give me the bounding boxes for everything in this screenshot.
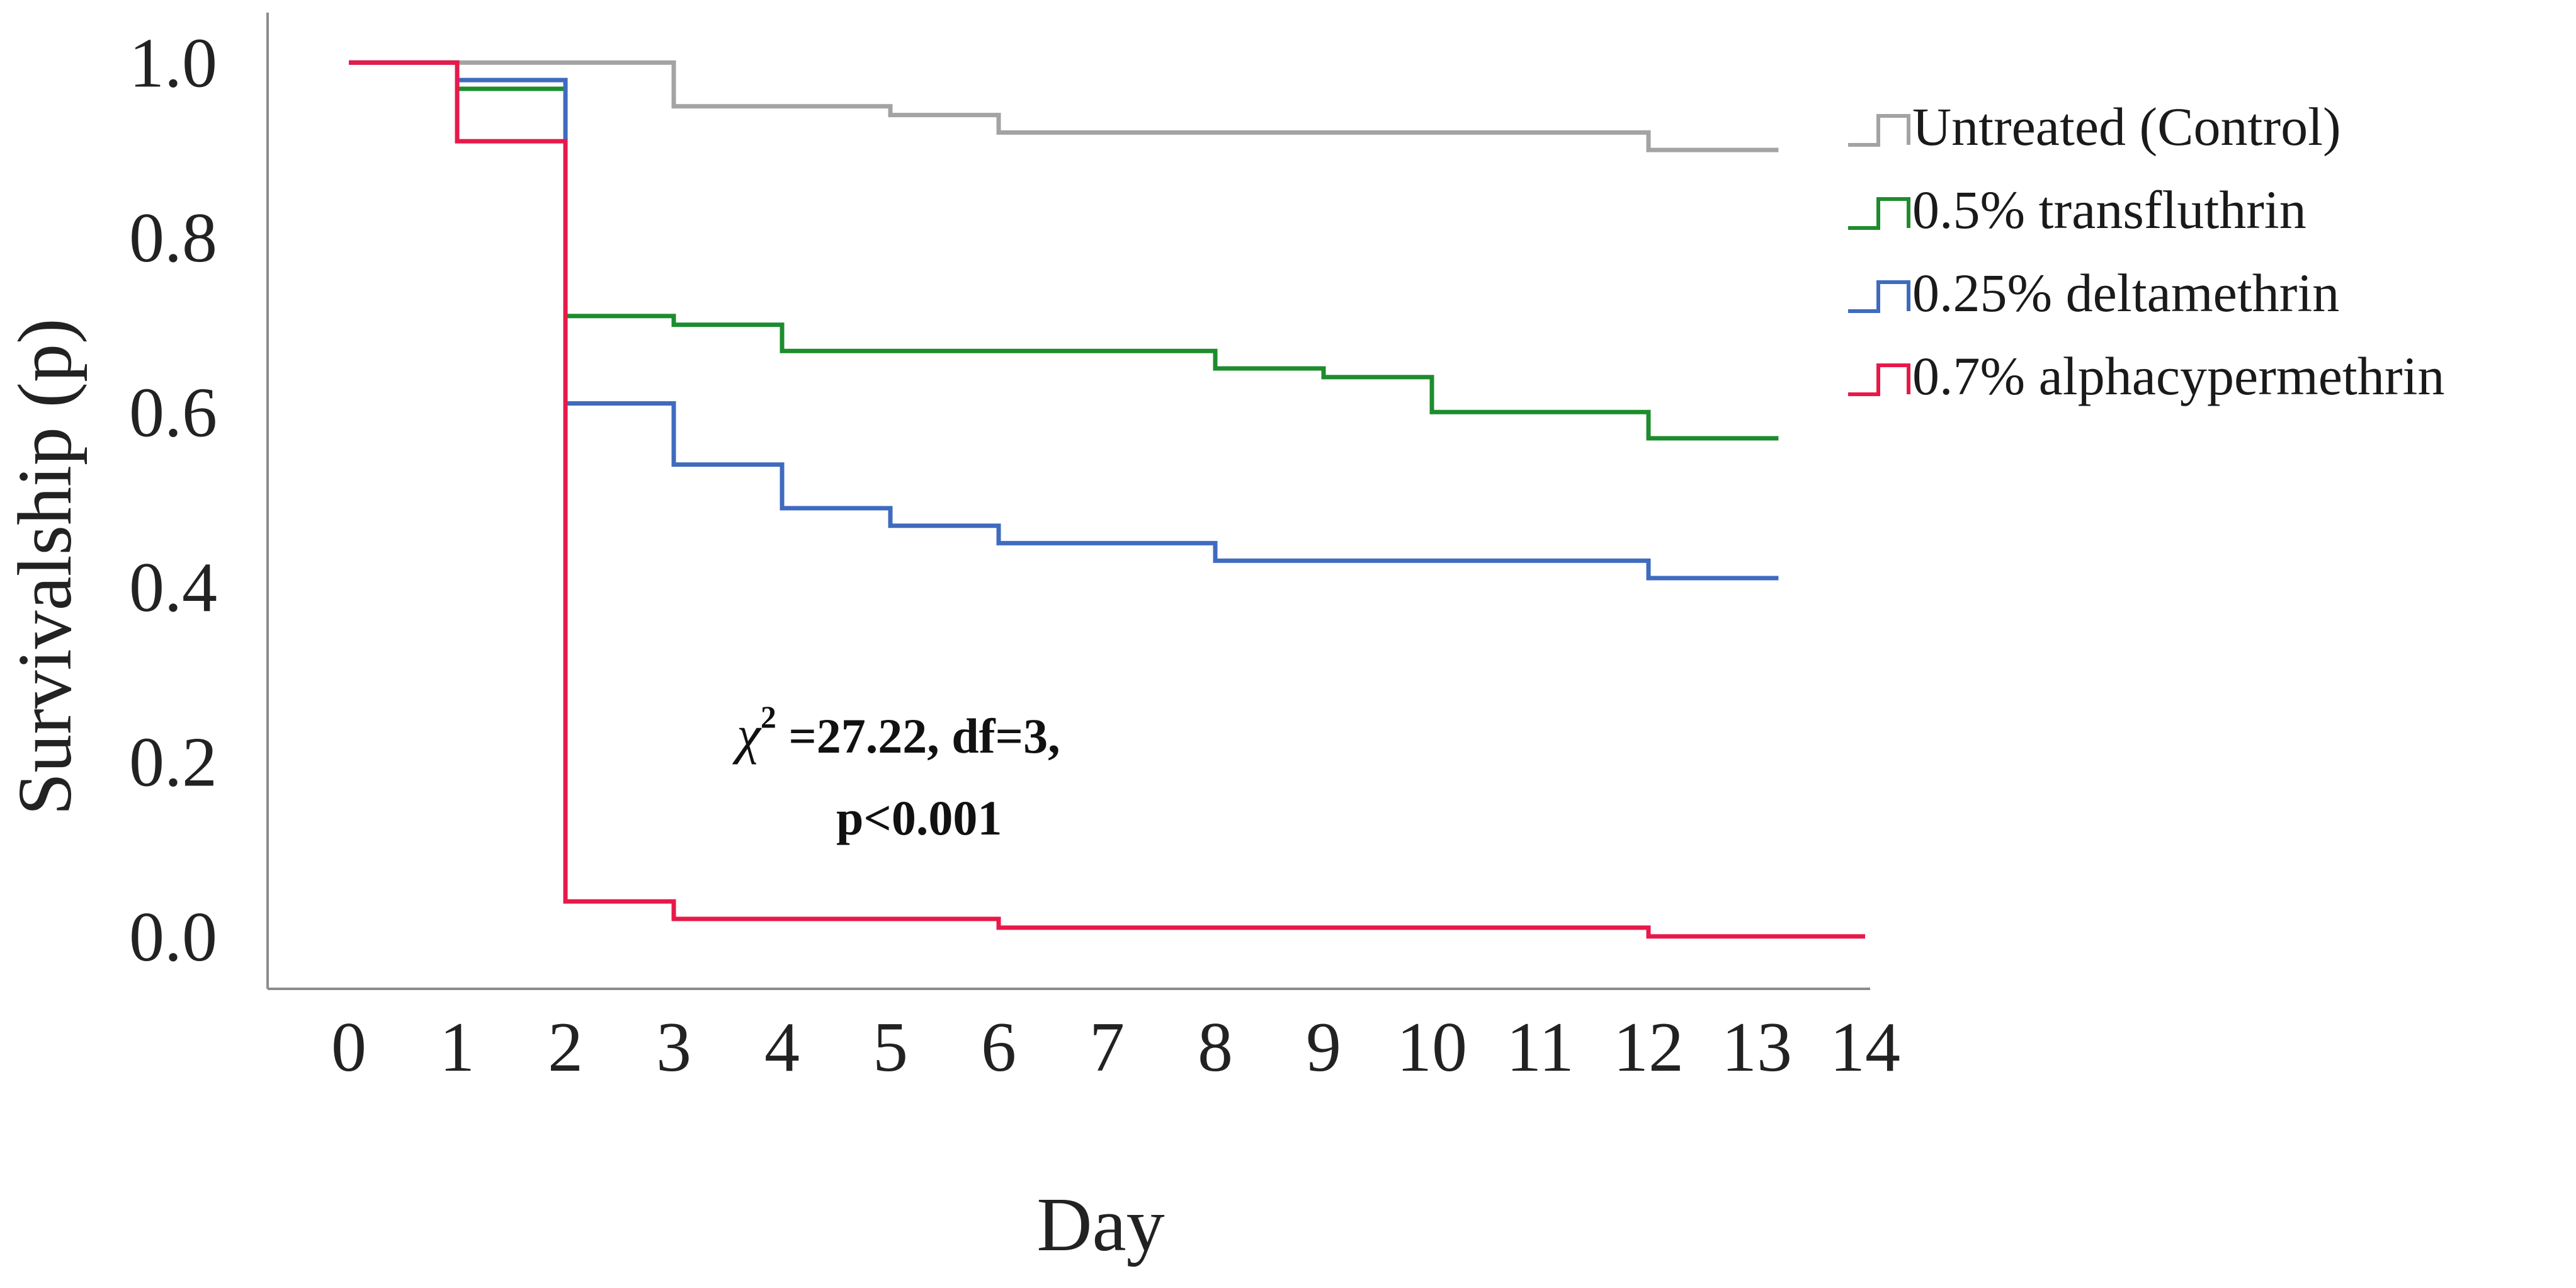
chi-exponent: 2 (761, 699, 776, 734)
legend-label-0-25-deltamethrin: 0.25% deltamethrin (1912, 263, 2339, 323)
x-tick-label: 12 (1613, 1008, 1684, 1086)
legend-swatch-0-25-deltamethrin (1848, 280, 1910, 313)
x-tick-label: 11 (1506, 1008, 1574, 1086)
x-tick-label: 6 (981, 1008, 1016, 1086)
series-line-0-7-alphacypermethrin (349, 60, 1865, 939)
y-tick-labels: 0.0 0.2 0.4 0.6 0.8 1.0 (129, 24, 217, 976)
stats-values: =27.22, df=3, (776, 709, 1060, 763)
series-line-untreated-control (349, 60, 1779, 152)
legend-label-untreated-control: Untreated (Control) (1912, 96, 2341, 157)
x-axis-title: Day (1036, 1182, 1164, 1267)
x-tick-labels: 0 1 2 3 4 5 6 7 8 9 10 11 12 13 14 (331, 1008, 1900, 1086)
x-tick-label: 5 (873, 1008, 908, 1086)
series-line-0-25-deltamethrin (349, 60, 1779, 581)
y-tick-label: 0.0 (129, 898, 217, 976)
y-tick-label: 0.4 (129, 549, 217, 627)
legend-label-0-5-transfluthrin: 0.5% transfluthrin (1912, 180, 2306, 240)
x-tick-label: 1 (440, 1008, 475, 1086)
y-tick-label: 0.2 (129, 723, 217, 801)
y-tick-label: 1.0 (129, 24, 217, 102)
stats-annotation: χ2 =27.22, df=3, p<0.001 (732, 699, 1060, 845)
x-tick-label: 9 (1306, 1008, 1341, 1086)
legend: Untreated (Control) 0.5% transfluthrin 0.2… (1848, 96, 2444, 406)
legend-swatch-untreated-control (1848, 114, 1910, 147)
axes (266, 13, 1870, 990)
x-tick-label: 7 (1089, 1008, 1125, 1086)
x-tick-label: 3 (656, 1008, 691, 1086)
series-line-0-5-transfluthrin (349, 60, 1779, 441)
x-tick-label: 10 (1397, 1008, 1467, 1086)
x-tick-label: 13 (1722, 1008, 1792, 1086)
x-tick-label: 14 (1830, 1008, 1900, 1086)
stats-line-2: p<0.001 (836, 790, 1002, 845)
x-tick-label: 8 (1198, 1008, 1233, 1086)
legend-label-0-7-alphacypermethrin: 0.7% alphacypermethrin (1912, 346, 2444, 406)
stats-line-1: χ2 =27.22, df=3, (732, 699, 1060, 765)
legend-swatch-0-7-alphacypermethrin (1848, 363, 1910, 396)
series-lines (349, 60, 1865, 939)
y-tick-label: 0.8 (129, 199, 217, 277)
x-tick-label: 0 (331, 1008, 366, 1086)
x-tick-label: 2 (548, 1008, 583, 1086)
legend-swatch-0-5-transfluthrin (1848, 197, 1910, 230)
y-axis-title: Survivalship (p) (3, 318, 88, 816)
y-tick-label: 0.6 (129, 373, 217, 452)
chi-symbol: χ (732, 704, 762, 765)
x-tick-label: 4 (764, 1008, 800, 1086)
